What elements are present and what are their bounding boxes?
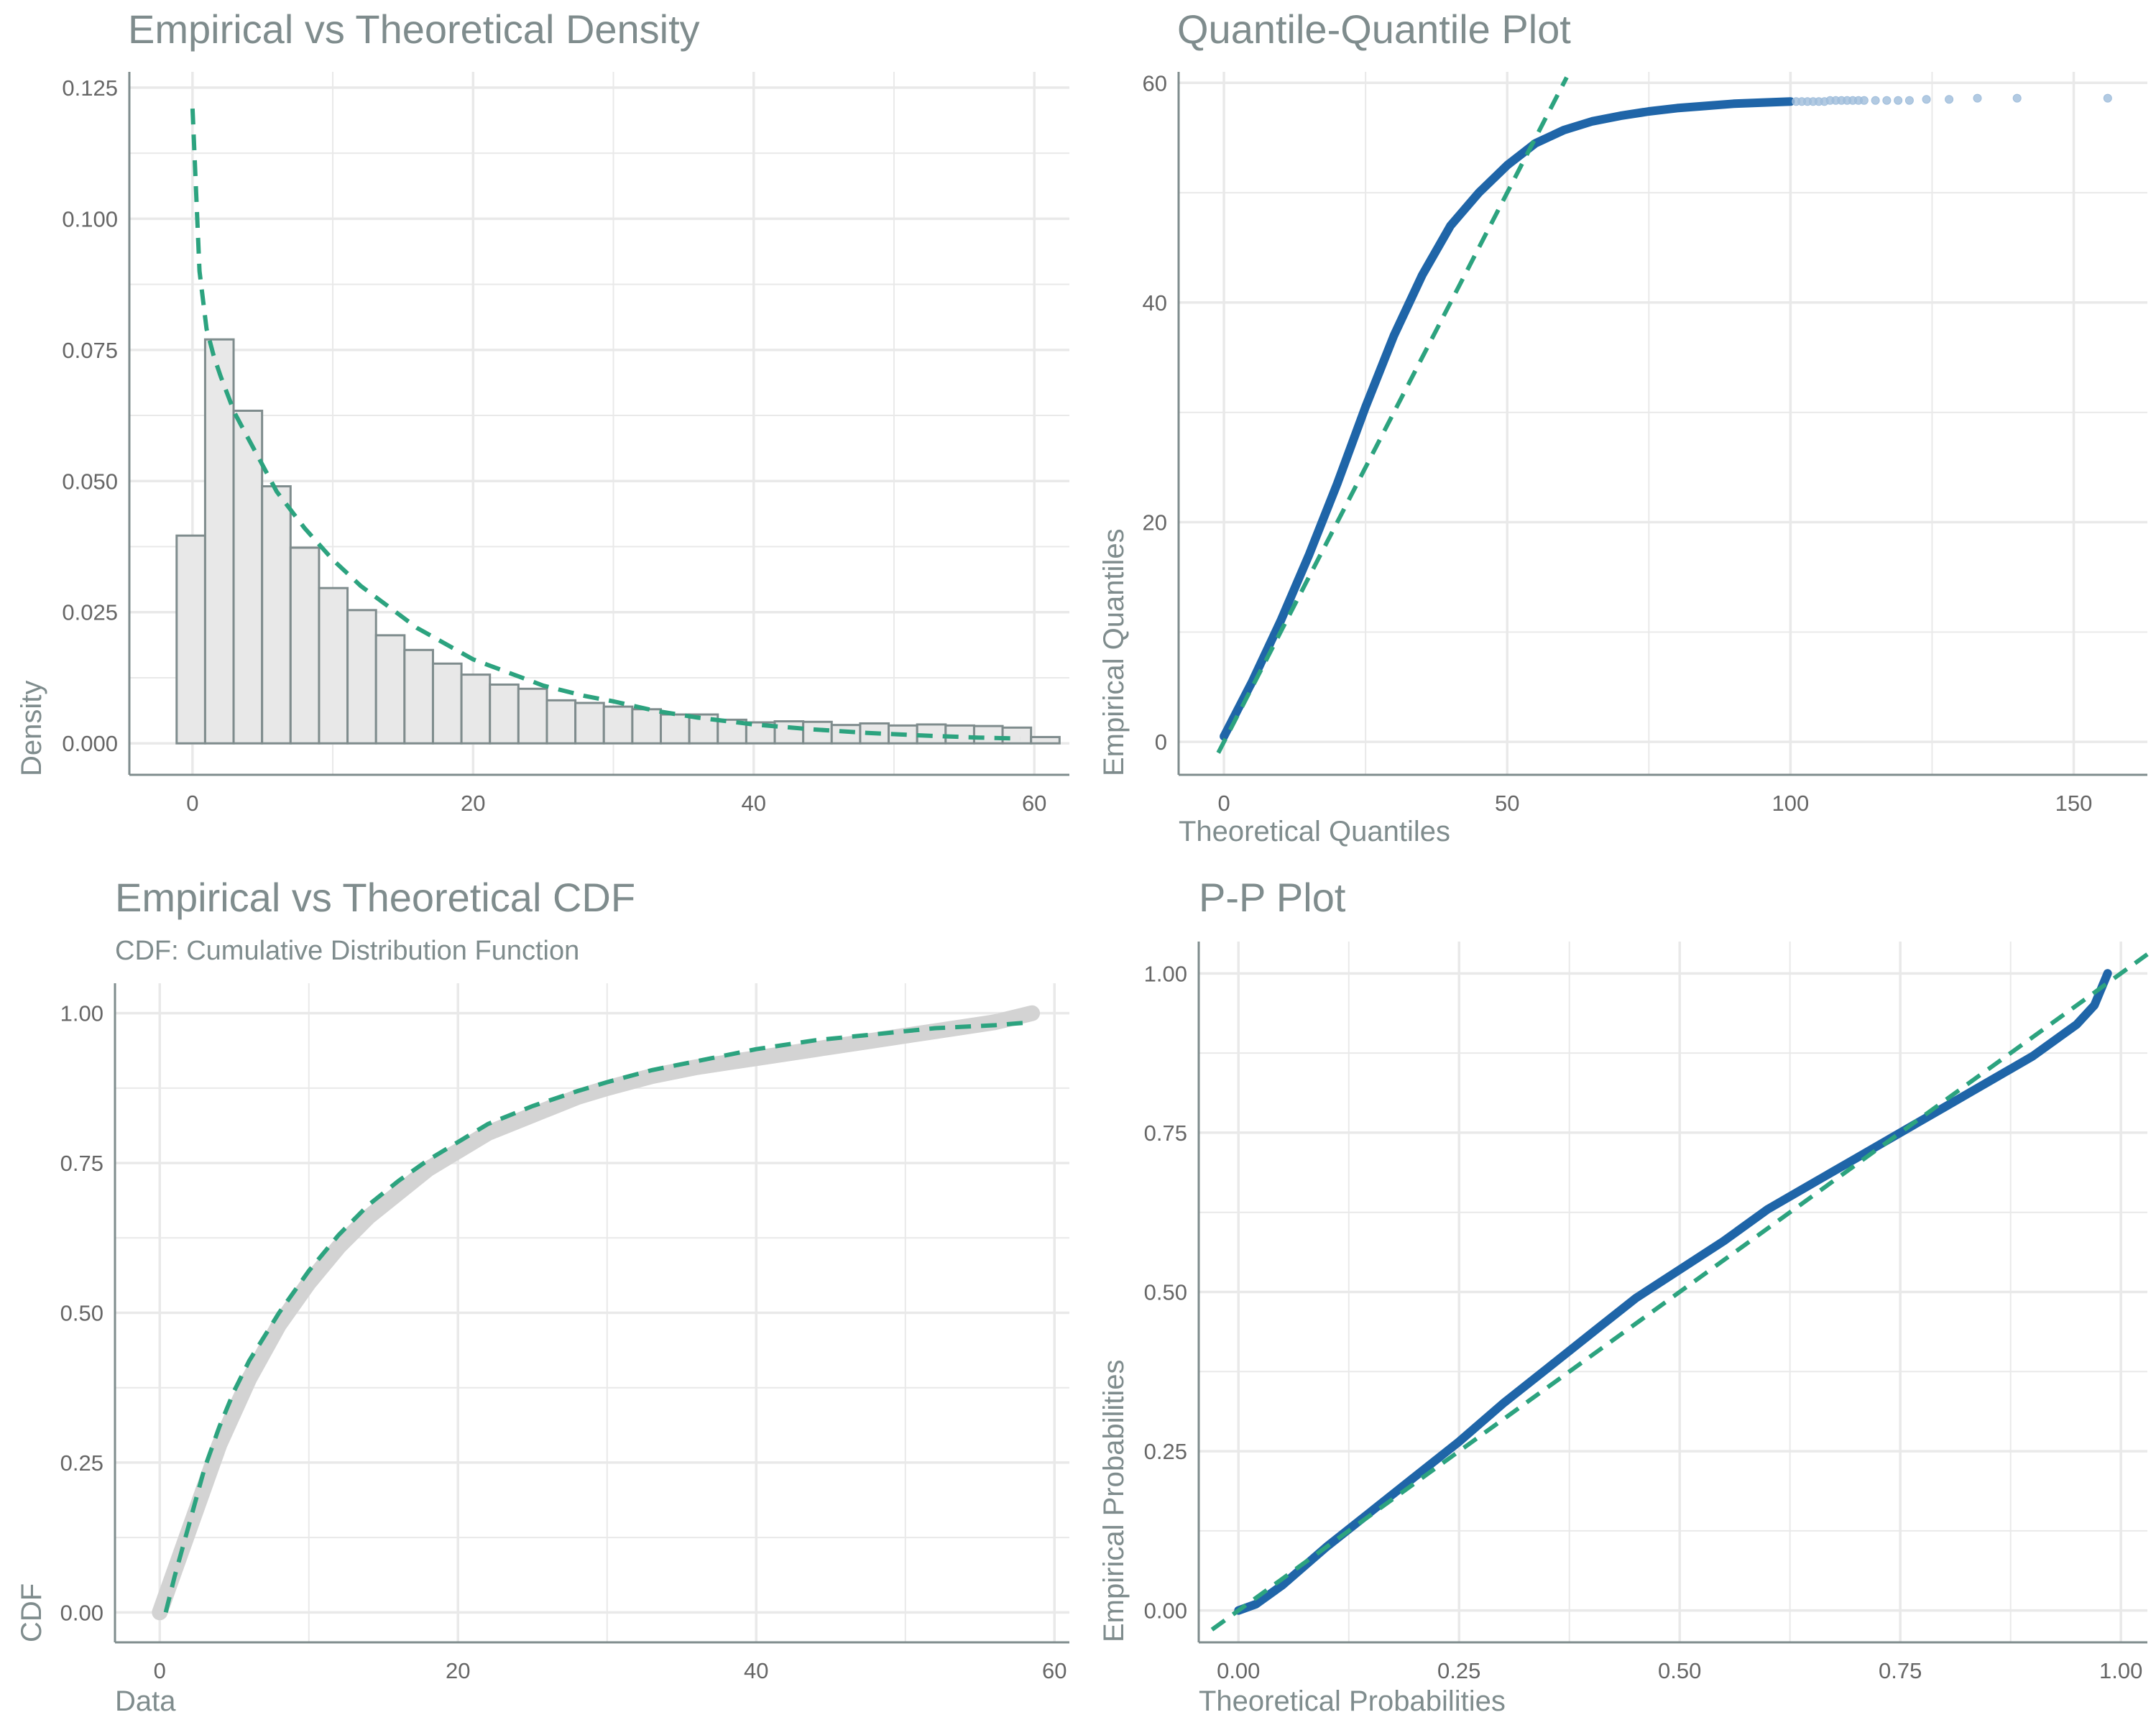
density-bar: [289, 546, 321, 745]
density-bar: [318, 586, 349, 745]
cdf-xlabel: Data: [115, 1685, 176, 1717]
pp-x-tick-label: 0.50: [1658, 1658, 1701, 1683]
density-bar: [261, 485, 292, 745]
qq-y-tick-label: 40: [1143, 290, 1167, 316]
qq-point: [1859, 96, 1869, 105]
pp-x-tick-label: 0.00: [1217, 1658, 1260, 1683]
density-bar: [374, 634, 406, 745]
cdf-subtitle: CDF: Cumulative Distribution Function: [115, 936, 580, 966]
density-bar: [517, 687, 548, 745]
density-ylabel: Density: [16, 680, 47, 776]
cdf-y-tick-label: 0.75: [60, 1151, 103, 1176]
qq-empirical-curve: [1220, 97, 1795, 741]
density-bar: [773, 720, 805, 745]
qq-point: [1945, 95, 1954, 104]
density-bars: [175, 338, 1061, 745]
density-y-tick-label: 0.100: [62, 206, 118, 231]
cdf-y-tick-label: 0.50: [60, 1301, 103, 1326]
pp-xlabel: Theoretical Probabilities: [1199, 1685, 1506, 1717]
qq-point: [1894, 96, 1903, 105]
pp-x-tick-label: 0.75: [1879, 1658, 1922, 1683]
qq-point: [2103, 93, 2112, 103]
qq-point: [1882, 96, 1892, 105]
density-bar: [802, 720, 833, 745]
qq-ylabel: Empirical Quantiles: [1098, 528, 1130, 776]
density-bar: [460, 673, 492, 745]
pp-y-tick-label: 1.00: [1144, 961, 1187, 986]
density-bar: [545, 699, 577, 745]
qq-x-tick-label: 50: [1495, 791, 1519, 816]
qq-xlabel: Theoretical Quantiles: [1179, 816, 1450, 847]
cdf-y-tick-label: 0.00: [60, 1600, 103, 1625]
density-theory-line: [190, 108, 1021, 741]
pp-reference-line: [1210, 952, 2149, 1632]
density-bar: [830, 724, 862, 745]
cdf-theory-line: [163, 1020, 1033, 1614]
density-y-tick-label: 0.125: [62, 75, 118, 101]
pp-title: P-P Plot: [1199, 875, 1346, 920]
density-bar: [403, 648, 434, 745]
cdf-title: Empirical vs Theoretical CDF: [115, 875, 636, 920]
density-x-tick-label: 60: [1022, 791, 1046, 816]
cdf-ylabel: CDF: [16, 1583, 47, 1642]
density-y-tick-label: 0.000: [62, 731, 118, 756]
cdf-x-tick-label: 0: [154, 1658, 166, 1683]
density-y-tick-label: 0.050: [62, 469, 118, 494]
cdf-y-tick-label: 0.25: [60, 1450, 103, 1476]
pp-x-tick-label: 1.00: [2099, 1658, 2142, 1683]
qq-title: Quantile-Quantile Plot: [1177, 6, 1571, 52]
qq-y-tick-label: 60: [1143, 70, 1167, 96]
qq-x-tick-label: 100: [1772, 791, 1810, 816]
cdf-empirical-line: [152, 1005, 1041, 1621]
density-x-tick-label: 20: [461, 791, 485, 816]
pp-y-tick-label: 0.00: [1144, 1598, 1187, 1624]
density-title: Empirical vs Theoretical Density: [128, 6, 700, 52]
density-bar: [631, 708, 663, 745]
qq-axes: 0 50 100 150 0 20 40 60: [1143, 70, 2147, 816]
pp-empirical-curve: [1234, 969, 2112, 1615]
density-bar: [489, 683, 520, 745]
qq-point: [1922, 95, 1931, 104]
density-bar: [660, 713, 691, 745]
density-x-tick-label: 40: [742, 791, 766, 816]
cdf-x-tick-label: 20: [446, 1658, 470, 1683]
density-bar: [346, 609, 377, 745]
qq-reference-line: [1216, 76, 1569, 754]
pp-y-tick-label: 0.50: [1144, 1280, 1187, 1305]
qq-point: [1871, 96, 1880, 105]
qq-point: [2012, 93, 2022, 103]
density-y-tick-label: 0.075: [62, 338, 118, 363]
qq-point: [1973, 93, 1982, 103]
density-bar: [175, 534, 206, 745]
density-y-tick-label: 0.025: [62, 600, 118, 625]
pp-y-tick-label: 0.25: [1144, 1439, 1187, 1464]
density-bar: [972, 724, 1004, 745]
qq-x-tick-label: 0: [1217, 791, 1230, 816]
pp-y-tick-label: 0.75: [1144, 1121, 1187, 1146]
qq-x-tick-label: 150: [2055, 791, 2093, 816]
qq-point: [1904, 96, 1914, 105]
cdf-x-tick-label: 60: [1042, 1658, 1067, 1683]
density-x-tick-label: 0: [186, 791, 198, 816]
cdf-y-tick-label: 1.00: [60, 1001, 103, 1026]
cdf-x-tick-label: 40: [744, 1658, 768, 1683]
density-bar: [602, 705, 634, 745]
qq-y-tick-label: 20: [1143, 510, 1167, 535]
density-bar: [431, 662, 463, 745]
pp-axes: 0.00 0.25 0.50 0.75 1.00 0.00 0.25 0.50 0.75 1.00: [1144, 942, 2147, 1683]
pp-ylabel: Empirical Probabilities: [1098, 1359, 1130, 1642]
qq-y-tick-label: 0: [1155, 730, 1167, 755]
qq-tail-points: [1792, 93, 2112, 106]
cdf-axes: 0 20 40 60 0.00 0.25 0.50 0.75 1.00: [60, 983, 1069, 1683]
density-bar: [574, 702, 605, 745]
pp-x-tick-label: 0.25: [1437, 1658, 1480, 1683]
density-bar: [1030, 735, 1061, 745]
density-bar: [1001, 726, 1033, 745]
